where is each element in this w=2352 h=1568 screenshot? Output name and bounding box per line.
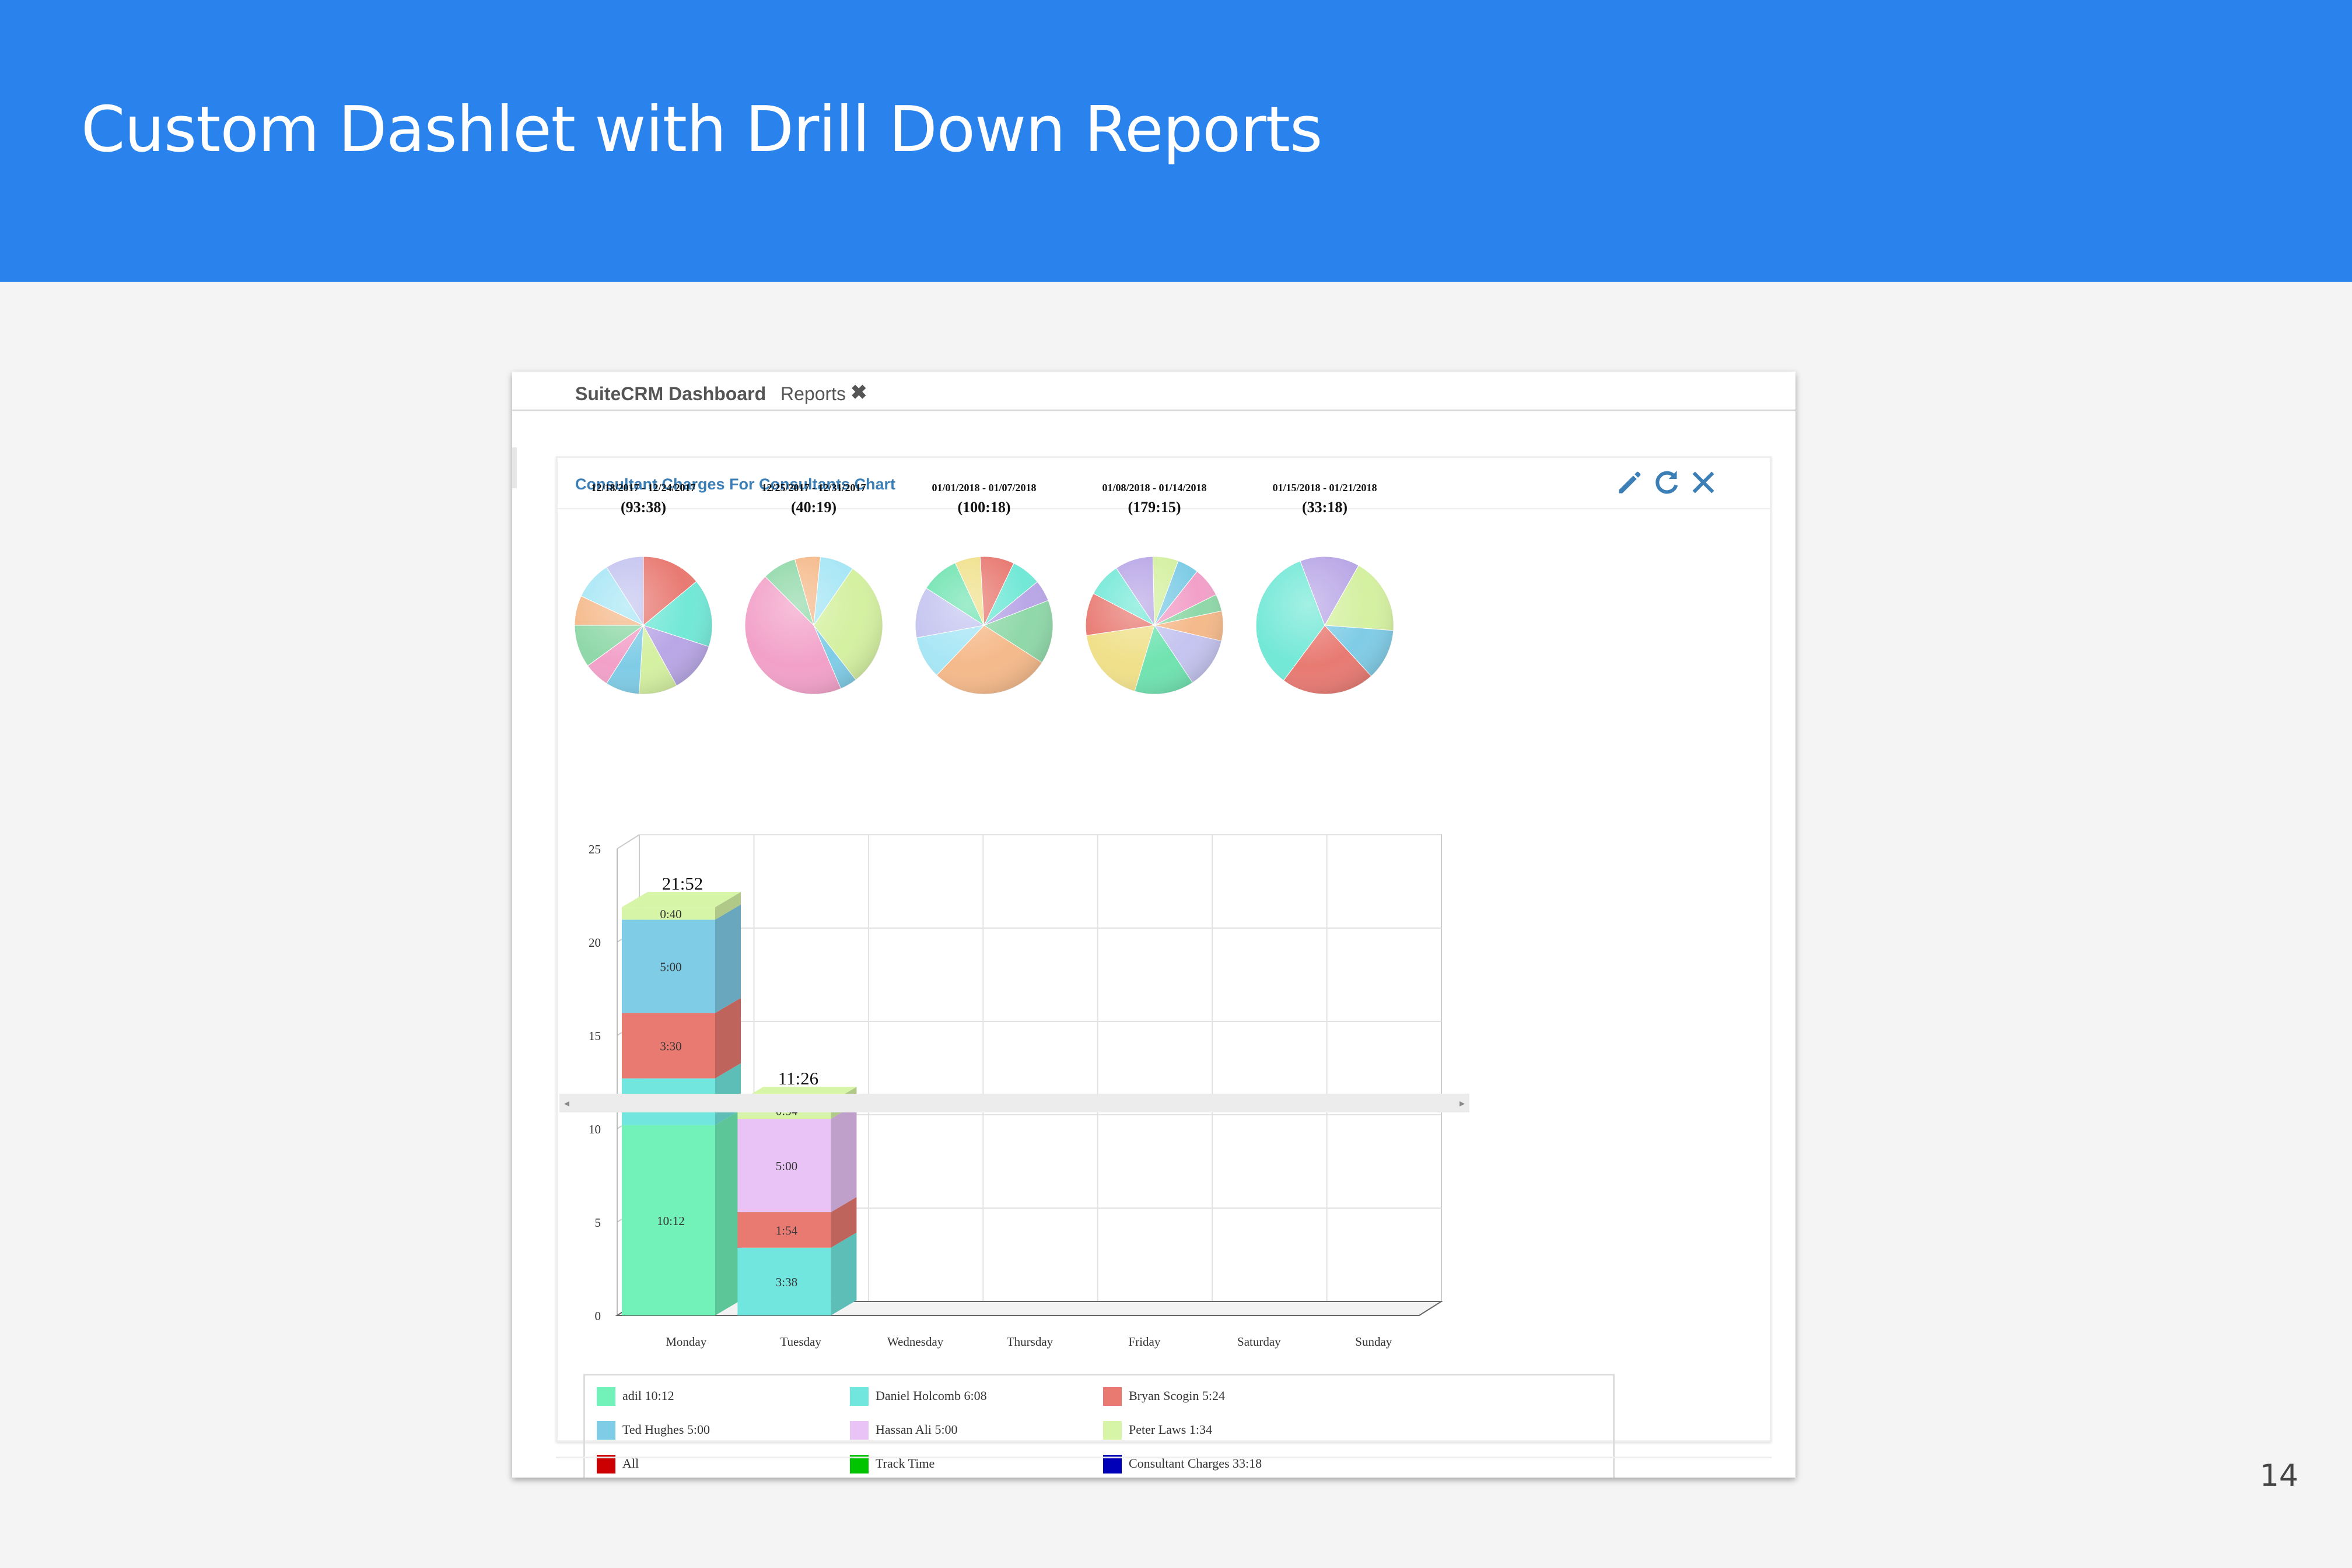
pie-range-label: 12/25/2017 - 12/31/2017 — [762, 482, 866, 494]
y-tick-label: 10 — [589, 1122, 601, 1136]
legend-swatch — [1103, 1421, 1122, 1440]
bar-segment-side — [831, 1197, 857, 1248]
charts-area: 12/18/2017 - 12/24/2017 (93:38) 12/25/2017… — [574, 482, 1444, 1349]
x-tick-label: Sunday — [1355, 1335, 1392, 1349]
bar-segment-label: 3:30 — [660, 1040, 681, 1054]
dashlet-panel: Consultant Charges For Consultants Chart — [556, 456, 1772, 1478]
pie-chart-3[interactable]: 01/01/2018 - 01/07/2018 (100:18) — [915, 482, 1054, 695]
x-tick-label: Wednesday — [887, 1335, 944, 1349]
legend-swatch — [850, 1421, 869, 1440]
scroll-left-icon[interactable]: ◂ — [564, 1097, 570, 1109]
x-tick-label: Thursday — [1007, 1335, 1054, 1349]
pie-total-label: (179:15) — [1128, 499, 1181, 516]
pie-chart-1[interactable]: 12/18/2017 - 12/24/2017 (93:38) — [574, 482, 713, 695]
bar-top-face — [622, 892, 741, 908]
bar-segment-side — [831, 1232, 857, 1315]
pie-shading — [1086, 556, 1223, 694]
pie-shading — [575, 556, 712, 694]
left-divider — [512, 447, 517, 488]
pie-charts: 12/18/2017 - 12/24/2017 (93:38) 12/25/2017… — [574, 482, 1394, 695]
pie-range-label: 01/15/2018 - 01/21/2018 — [1273, 482, 1377, 494]
edit-icon[interactable] — [1614, 466, 1646, 499]
legend-label: Bryan Scogin 5:24 — [1129, 1388, 1225, 1403]
bar-segment[interactable] — [737, 1212, 831, 1248]
tab-suitecrm-dashboard[interactable]: SuiteCRM Dashboard — [575, 383, 766, 404]
pie-range-label: 01/08/2018 - 01/14/2018 — [1102, 482, 1207, 494]
pie-shading — [745, 556, 883, 694]
legend-label: Ted Hughes 5:00 — [622, 1422, 710, 1437]
close-icon[interactable]: ✖ — [850, 382, 867, 404]
next-dashlet-icons — [1606, 1463, 1723, 1475]
legend-label: Track Time — [876, 1456, 935, 1471]
legend-swatch — [597, 1421, 615, 1440]
pie-range-label: 12/18/2017 - 12/24/2017 — [592, 482, 696, 494]
bar-segment-side — [715, 904, 741, 1013]
legend-label: Hassan Ali 5:00 — [876, 1422, 958, 1437]
slide-header: Custom Dashlet with Drill Down Reports — [0, 0, 2352, 282]
bar-segment-label: 10:12 — [657, 1214, 685, 1228]
close-icon[interactable] — [1687, 466, 1720, 499]
x-tick-label: Friday — [1129, 1335, 1161, 1349]
y-tick-label: 0 — [595, 1309, 601, 1323]
pie-shading — [1256, 556, 1394, 694]
bar-total-label: 21:52 — [662, 873, 704, 894]
bar-segment-label: 1:54 — [776, 1223, 798, 1237]
legend-label: adil 10:12 — [622, 1388, 674, 1403]
legend-label: Peter Laws 1:34 — [1129, 1422, 1212, 1437]
bar-stack-tuesday[interactable]: 3:381:545:000:5411:26 — [737, 1068, 857, 1315]
legend-swatch — [1103, 1387, 1122, 1406]
pie-chart-5[interactable]: 01/15/2018 - 01/21/2018 (33:18) — [1255, 482, 1394, 695]
bar-segment[interactable] — [622, 919, 715, 1013]
y-tick-label: 15 — [589, 1029, 601, 1043]
bar-segment-label: 5:00 — [776, 1159, 797, 1173]
bar-segment-side — [715, 1110, 741, 1315]
bar-segment[interactable] — [622, 1013, 715, 1079]
horizontal-scrollbar[interactable]: ◂ ▸ — [559, 1094, 1469, 1112]
pie-total-label: (33:18) — [1302, 499, 1348, 516]
screenshot-frame: SuiteCRM Dashboard Reports ✖ Consultant … — [512, 372, 1796, 1478]
y-tick-label: 5 — [595, 1216, 601, 1230]
page-number: 14 — [2259, 1458, 2298, 1493]
next-dashlet-edge — [556, 1457, 1772, 1478]
bar-segment-label: 3:38 — [776, 1275, 797, 1289]
legend-swatch — [597, 1387, 615, 1406]
pie-total-label: (100:18) — [958, 499, 1011, 516]
bar-segment-side — [715, 892, 741, 920]
bar-segment[interactable] — [737, 1247, 831, 1315]
grid-depth-line — [617, 834, 640, 849]
legend-label: Consultant Charges 33:18 — [1129, 1456, 1262, 1471]
pie-chart-4[interactable]: 01/08/2018 - 01/14/2018 (179:15) — [1085, 482, 1224, 695]
dashboard-tabbar: SuiteCRM Dashboard Reports ✖ — [512, 372, 1796, 411]
tab-reports[interactable]: Reports — [780, 383, 846, 404]
refresh-icon[interactable] — [1650, 466, 1683, 499]
bar-chart: 0 5 10 15 20 25 Monday Tuesday Wednesday Thursday… — [589, 834, 1444, 1349]
pie-shading — [915, 556, 1053, 694]
legend-label: All — [622, 1456, 639, 1471]
y-tick-label: 20 — [589, 936, 601, 950]
x-tick-label: Monday — [666, 1335, 706, 1349]
bar-segment-label: 0:40 — [660, 907, 681, 921]
pie-total-label: (40:19) — [791, 499, 836, 516]
x-tick-label: Tuesday — [780, 1335, 821, 1349]
bar-total-label: 11:26 — [778, 1068, 818, 1088]
bar-segment[interactable] — [622, 1125, 715, 1315]
x-tick-label: Saturday — [1237, 1335, 1281, 1349]
slide-title: Custom Dashlet with Drill Down Reports — [81, 93, 1322, 166]
bar-segment-label: 5:00 — [660, 960, 681, 974]
y-tick-label: 25 — [589, 842, 601, 856]
dashlet-title: Consultant Charges For Consultants Chart — [575, 475, 896, 493]
pie-chart-2[interactable]: 12/25/2017 - 12/31/2017 (40:19) — [744, 482, 883, 695]
legend-swatch — [850, 1387, 869, 1406]
pie-range-label: 01/01/2018 - 01/07/2018 — [932, 482, 1037, 494]
dashlet-header: Consultant Charges For Consultants Chart — [558, 458, 1770, 509]
bar-segment-side — [715, 998, 741, 1079]
bar-segment[interactable] — [737, 1119, 831, 1213]
scroll-right-icon[interactable]: ▸ — [1459, 1097, 1465, 1109]
bar-segment-side — [831, 1104, 857, 1213]
bar-segment[interactable] — [622, 907, 715, 920]
legend-label: Daniel Holcomb 6:08 — [876, 1388, 987, 1403]
pie-total-label: (93:38) — [621, 499, 666, 516]
